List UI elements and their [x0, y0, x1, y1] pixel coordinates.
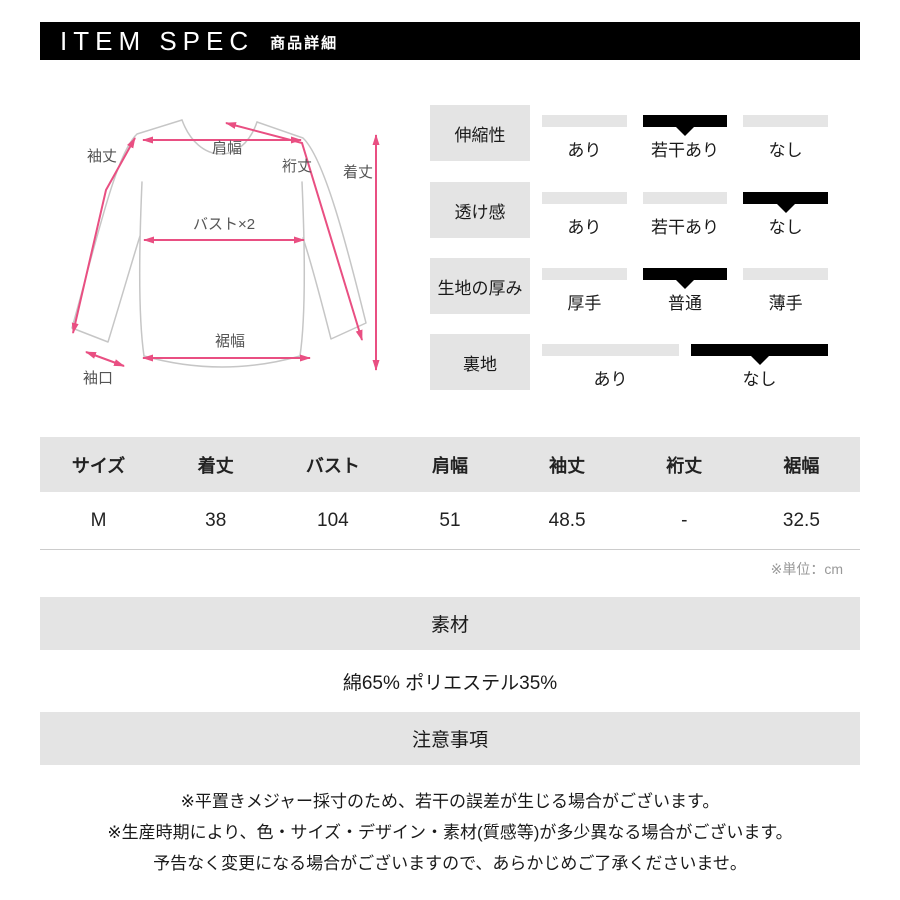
- spec-bar: [542, 115, 627, 127]
- spec-bar: [743, 192, 829, 204]
- column-header: 裄丈: [666, 455, 703, 476]
- spec-option-label: なし: [768, 218, 803, 237]
- spec-option-label: 普通: [668, 294, 702, 313]
- header-title-ja: 商品詳細: [270, 35, 339, 52]
- note-line: 予告なく変更になる場合がございますので、あらかじめご了承くださいませ。: [153, 854, 747, 873]
- size-table-data-row: M 38 104 51 48.5 - 32.5: [40, 492, 860, 550]
- column-header: 肩幅: [431, 455, 468, 476]
- spec-option: なし: [743, 115, 829, 161]
- material-heading: 素材: [40, 597, 860, 650]
- header-bar: ITEM SPEC 商品詳細: [40, 22, 860, 60]
- sleeve-length-arrow: [71, 137, 136, 334]
- note-line: ※生産時期により、色・サイズ・デザイン・素材(質感等)が多少異なる場合がございま…: [107, 823, 793, 842]
- column-header: 袖丈: [549, 455, 586, 476]
- label-sleeve-length: 袖丈: [87, 148, 117, 165]
- label-hem-width: 裾幅: [215, 333, 245, 350]
- spec-row-label: 裏地: [430, 334, 530, 390]
- size-value: 38: [205, 509, 227, 531]
- spec-row-stretch: 伸縮性 あり 若干あり なし: [430, 105, 830, 175]
- spec-bar: [542, 192, 627, 204]
- spec-option-label: 厚手: [567, 294, 602, 313]
- spec-option-label: あり: [567, 141, 602, 160]
- spec-option: あり: [542, 192, 627, 238]
- column-header: 裾幅: [783, 455, 820, 476]
- column-header: サイズ: [71, 455, 126, 476]
- yuki-length-arrow: [225, 122, 363, 341]
- column-header: バスト: [305, 455, 360, 476]
- size-value: 32.5: [782, 509, 820, 531]
- spec-option-label: なし: [742, 370, 777, 389]
- spec-option: 薄手: [743, 268, 829, 314]
- spec-option-label: あり: [567, 218, 602, 237]
- spec-bar: [743, 268, 829, 280]
- spec-option: 普通: [642, 268, 728, 314]
- garment-measurement-diagram: 袖丈 肩幅 裄丈 着丈 バスト×2 裾幅 袖口: [71, 119, 380, 387]
- spec-bar: [542, 344, 679, 356]
- spec-option-label: 若干あり: [651, 218, 719, 237]
- label-yuki-length: 裄丈: [282, 158, 312, 175]
- size-value: 48.5: [548, 509, 586, 531]
- spec-option: あり: [542, 344, 679, 390]
- notes-heading: 注意事項: [40, 712, 860, 765]
- column-header: 着丈: [197, 455, 234, 476]
- notes-block: ※平置きメジャー採寸のため、若干の誤差が生じる場合がございます。 ※生産時期によ…: [30, 786, 870, 879]
- spec-option: あり: [542, 115, 627, 161]
- spec-option: 厚手: [542, 268, 627, 314]
- spec-bar: [642, 115, 728, 127]
- spec-option: なし: [743, 192, 829, 238]
- cuff-arrow: [85, 351, 125, 367]
- size-value: -: [681, 509, 688, 531]
- spec-option: なし: [691, 344, 828, 390]
- spec-option-label: なし: [768, 141, 803, 160]
- spec-row-label: 生地の厚み: [430, 258, 530, 314]
- spec-option: 若干あり: [642, 192, 728, 238]
- spec-bar: [542, 268, 627, 280]
- spec-option: 若干あり: [642, 115, 728, 161]
- spec-row-lining: 裏地 あり なし: [430, 334, 830, 404]
- label-shoulder-width: 肩幅: [212, 140, 242, 157]
- spec-option-label: 若干あり: [651, 141, 719, 160]
- spec-row-label: 伸縮性: [430, 105, 530, 161]
- spec-row-label: 透け感: [430, 182, 530, 238]
- spec-bar: [743, 115, 829, 127]
- spec-panel: 伸縮性 あり 若干あり なし 透け感: [430, 100, 830, 410]
- header-title-en: ITEM SPEC: [60, 25, 255, 56]
- spec-row-sheerness: 透け感 あり 若干あり なし: [430, 182, 830, 252]
- size-value: 104: [317, 509, 349, 531]
- spec-row-thickness: 生地の厚み 厚手 普通 薄手: [430, 258, 830, 328]
- spec-bar: [642, 268, 728, 280]
- spec-bar: [691, 344, 828, 356]
- unit-note: ※単位：cm: [770, 561, 843, 577]
- size-table-header-row: サイズ 着丈 バスト 肩幅 袖丈 裄丈 裾幅: [40, 437, 860, 492]
- note-line: ※平置きメジャー採寸のため、若干の誤差が生じる場合がございます。: [180, 792, 720, 811]
- label-body-length: 着丈: [343, 164, 373, 181]
- spec-option-label: あり: [593, 370, 628, 389]
- size-table: サイズ 着丈 バスト 肩幅 袖丈 裄丈 裾幅 M 38 104 51 48.5 …: [40, 437, 860, 550]
- spec-option-label: 薄手: [768, 294, 803, 313]
- size-value: 51: [439, 509, 461, 531]
- size-value: M: [90, 509, 107, 531]
- material-value: 綿65% ポリエステル35%: [342, 673, 558, 694]
- spec-bar: [642, 192, 728, 204]
- label-bust: バスト×2: [193, 216, 255, 233]
- label-cuff: 袖口: [83, 370, 113, 387]
